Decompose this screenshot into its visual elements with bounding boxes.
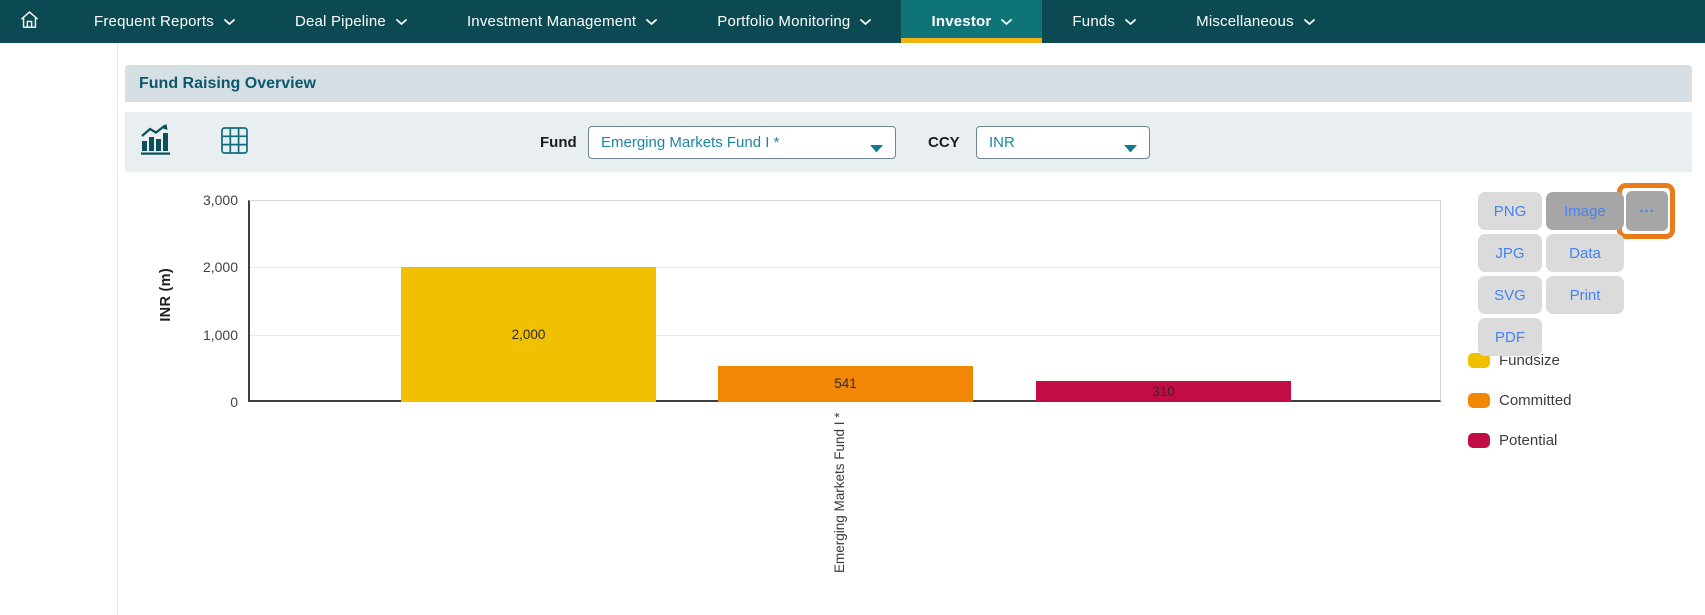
bar-potential[interactable]: 310: [1036, 381, 1291, 402]
bar-committed[interactable]: 541: [718, 365, 973, 402]
bar-value-label: 2,000: [511, 327, 546, 343]
legend-label: Committed: [1499, 392, 1572, 409]
bar-value-label: 310: [1152, 384, 1175, 400]
chevron-down-icon: [860, 13, 872, 30]
home-icon: [18, 8, 41, 36]
nav-item-label: Investment Management: [466, 13, 637, 30]
export-button-print[interactable]: Print: [1546, 276, 1624, 314]
top-navbar: Frequent Reports Deal Pipeline Investment …: [0, 0, 1705, 43]
nav-item-portfolio-monitoring[interactable]: Portfolio Monitoring: [687, 0, 901, 43]
export-button-svg[interactable]: SVG: [1478, 276, 1542, 314]
page-title: Fund Raising Overview: [139, 74, 316, 92]
export-button-pdf[interactable]: PDF: [1478, 318, 1542, 356]
export-button-png[interactable]: PNG: [1478, 192, 1542, 230]
chevron-down-icon: [396, 13, 407, 30]
export-button-data[interactable]: Data: [1546, 234, 1624, 272]
legend-swatch-icon: [1468, 433, 1490, 448]
y-tick-1-000: 1,000: [202, 326, 238, 343]
fund-select[interactable]: Emerging Markets Fund I *: [588, 126, 896, 159]
nav-item-investor[interactable]: Investor: [901, 0, 1043, 43]
y-axis-title: INR (m): [158, 268, 174, 322]
nav-item-frequent-reports[interactable]: Frequent Reports: [64, 0, 265, 43]
legend-swatch-icon: [1468, 353, 1490, 368]
nav-item-label: Portfolio Monitoring: [717, 13, 851, 30]
export-button-image[interactable]: Image: [1546, 192, 1624, 230]
nav-items: Frequent Reports Deal Pipeline Investment …: [64, 0, 1345, 43]
ccy-select[interactable]: INR: [976, 126, 1150, 159]
panel-header: Fund Raising Overview: [125, 65, 1692, 102]
home-button[interactable]: [0, 0, 58, 43]
fund-select-value: Emerging Markets Fund I *: [601, 134, 780, 151]
legend-item-fundsize[interactable]: Fundsize: [1468, 352, 1560, 369]
nav-item-label: Funds: [1072, 13, 1116, 30]
chevron-down-icon: [646, 13, 658, 30]
gridline-2-000: [250, 267, 1440, 268]
y-tick-0: 0: [230, 394, 238, 410]
gridline-1-000: [250, 335, 1440, 336]
table-icon[interactable]: [220, 126, 249, 160]
chevron-down-icon: [1125, 13, 1137, 30]
chevron-down-icon: [1303, 13, 1315, 30]
nav-item-label: Frequent Reports: [94, 13, 214, 30]
nav-item-deal-pipeline[interactable]: Deal Pipeline: [265, 0, 437, 43]
content-left-divider: [117, 43, 118, 615]
bar-value-label: 541: [834, 376, 857, 392]
export-more-button[interactable]: ...: [1626, 191, 1668, 231]
y-tick-2-000: 2,000: [202, 259, 238, 276]
nav-item-label: Investor: [931, 13, 992, 30]
legend-label: Fundsize: [1499, 352, 1560, 369]
ccy-select-value: INR: [989, 134, 1015, 151]
report-toolbar: Fund Emerging Markets Fund I * CCY INR: [125, 112, 1692, 172]
fund-filter-label: Fund: [540, 133, 577, 151]
legend-swatch-icon: [1468, 393, 1490, 408]
ccy-filter-label: CCY: [928, 133, 960, 151]
nav-item-funds[interactable]: Funds: [1042, 0, 1166, 43]
x-axis-category-label: Emerging Markets Fund I *: [832, 412, 847, 573]
chevron-down-icon: [224, 13, 235, 30]
dropdown-caret-icon: [1124, 140, 1137, 157]
dropdown-caret-icon: [870, 140, 883, 157]
nav-item-label: Deal Pipeline: [294, 13, 386, 30]
nav-item-label: Miscellaneous: [1196, 13, 1294, 30]
chevron-down-icon: [1001, 13, 1013, 30]
nav-item-investment-management[interactable]: Investment Management: [437, 0, 687, 43]
legend-item-committed[interactable]: Committed: [1468, 392, 1572, 409]
bar-chart-icon[interactable]: [139, 123, 177, 162]
y-tick-3-000: 3,000: [202, 192, 238, 208]
legend-item-potential[interactable]: Potential: [1468, 432, 1557, 449]
legend-label: Potential: [1499, 432, 1558, 449]
export-button-jpg[interactable]: JPG: [1478, 234, 1542, 272]
ellipsis-icon: ...: [1639, 199, 1655, 216]
bar-fundsize[interactable]: 2,000: [401, 267, 656, 402]
nav-item-miscellaneous[interactable]: Miscellaneous: [1166, 0, 1345, 43]
